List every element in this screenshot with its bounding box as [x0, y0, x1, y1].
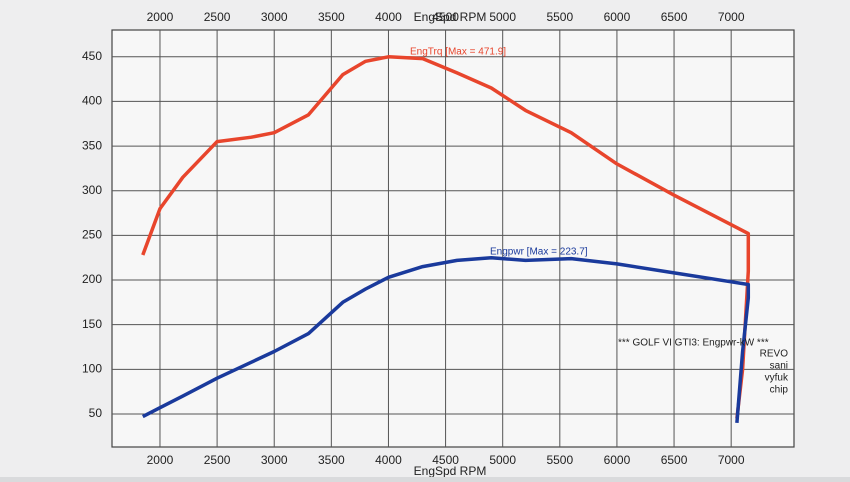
x-tick-label: 2000 — [147, 453, 174, 467]
x-tick-label: 5000 — [489, 453, 516, 467]
y-tick-label: 250 — [82, 228, 102, 242]
x-tick-label-top: 4000 — [375, 10, 402, 24]
annotation: vyfuk — [765, 373, 789, 384]
y-tick-label: 50 — [89, 406, 103, 420]
y-tick-label: 100 — [82, 361, 102, 375]
y-tick-label: 400 — [82, 94, 102, 108]
x-tick-label: 4000 — [375, 453, 402, 467]
annotation: Engpwr [Max = 223.7] — [490, 247, 588, 258]
y-tick-label: 350 — [82, 138, 102, 152]
x-tick-label-top: 6000 — [604, 10, 631, 24]
x-tick-label: 6000 — [604, 453, 631, 467]
x-tick-label-top: 2000 — [147, 10, 174, 24]
x-axis-title-top: EngSpd RPM — [414, 10, 487, 24]
y-tick-label: 150 — [82, 317, 102, 331]
annotation: sani — [770, 361, 788, 372]
x-tick-label: 2500 — [204, 453, 231, 467]
x-tick-label: 5500 — [546, 453, 573, 467]
x-tick-label-top: 2500 — [204, 10, 231, 24]
x-axis-title: EngSpd RPM — [414, 464, 487, 477]
x-tick-label-top: 5000 — [489, 10, 516, 24]
plot-area — [111, 29, 795, 448]
x-tick-label-top: 3500 — [318, 10, 345, 24]
annotation: chip — [770, 385, 789, 396]
x-tick-label: 3500 — [318, 453, 345, 467]
x-tick-label: 7000 — [718, 453, 745, 467]
y-tick-label: 450 — [82, 49, 102, 63]
annotation: *** GOLF VI GTI3: Engpwr-kW *** — [618, 338, 769, 349]
x-tick-label: 3000 — [261, 453, 288, 467]
data-line — [141, 255, 751, 424]
x-tick-label-top: 6500 — [661, 10, 688, 24]
x-tick-label-top: 7000 — [718, 10, 745, 24]
x-tick-label-top: 5500 — [546, 10, 573, 24]
annotation: REVO — [760, 349, 789, 360]
annotation: EngTrq [Max = 471.9] — [410, 47, 506, 58]
y-tick-label: 300 — [82, 183, 102, 197]
x-tick-label: 6500 — [661, 453, 688, 467]
y-tick-label: 200 — [82, 272, 102, 286]
x-tick-label-top: 4500 — [432, 10, 459, 24]
x-tick-label: 4500 — [432, 453, 459, 467]
data-line — [141, 55, 751, 419]
x-tick-label-top: 3000 — [261, 10, 288, 24]
